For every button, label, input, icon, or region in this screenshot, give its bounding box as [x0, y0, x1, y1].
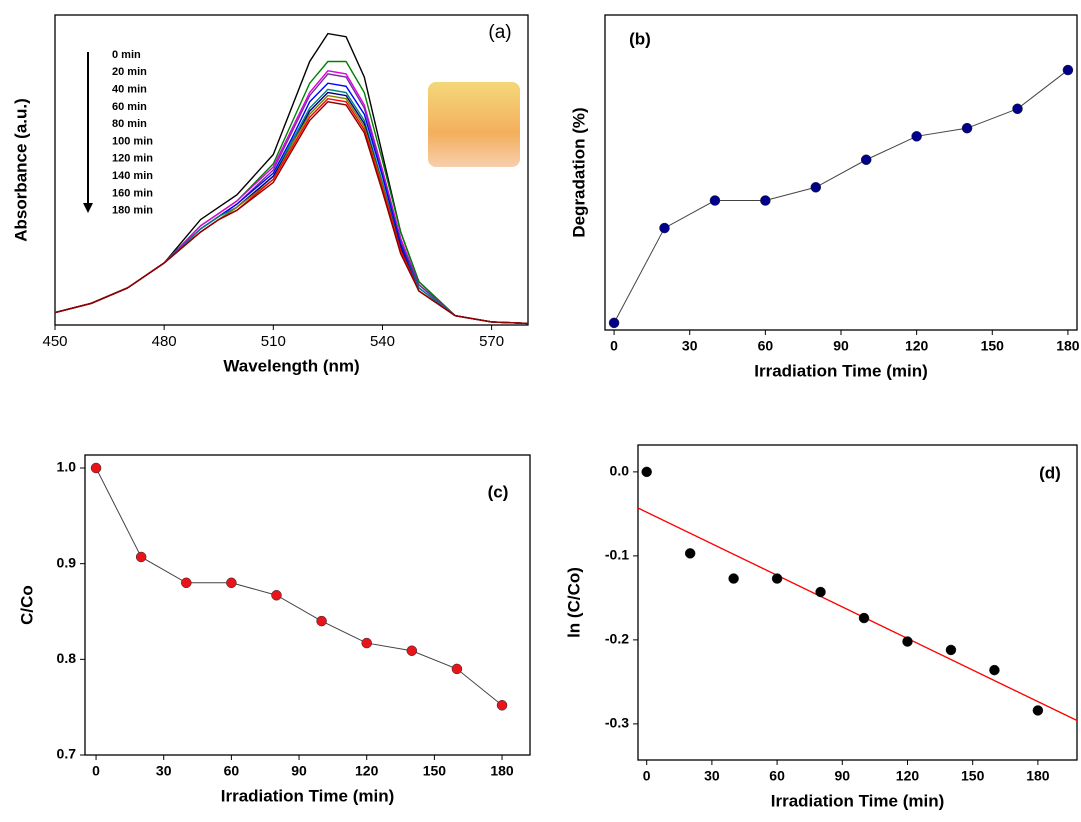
y-axis-title: ln (C/Co) [564, 567, 583, 638]
x-tick-label: 120 [905, 338, 929, 354]
data-point [316, 615, 327, 627]
beaker-photo [428, 82, 520, 167]
data-point [760, 195, 771, 206]
y-tick-label: -0.2 [605, 631, 629, 647]
x-tick-label: 30 [704, 768, 720, 784]
data-point [989, 664, 1000, 676]
x-tick-label: 90 [291, 763, 307, 779]
plot-frame [54, 14, 529, 326]
x-tick-label: 0 [643, 768, 651, 784]
x-axis-title: Irradiation Time (min) [221, 786, 395, 805]
x-axis-title: Irradiation Time (min) [754, 361, 928, 380]
x-tick-label: 570 [479, 333, 504, 350]
x-tick-label: 30 [156, 763, 172, 779]
plot-frame [637, 444, 1078, 761]
x-tick-label: 180 [1026, 768, 1050, 784]
x-tick-label: 30 [682, 338, 698, 354]
x-tick-label: 120 [896, 768, 920, 784]
data-point [810, 182, 822, 193]
x-tick-label: 180 [490, 763, 514, 779]
data-point [271, 589, 282, 601]
data-point [684, 548, 696, 559]
x-tick-label: 540 [370, 333, 395, 350]
connector-line [613, 69, 1069, 324]
panel-label: (b) [629, 29, 651, 48]
legend-label: 0 min [112, 49, 141, 61]
data-point [659, 222, 670, 234]
y-axis-title: Absorbance (a.u.) [11, 98, 30, 242]
data-point [135, 551, 147, 563]
data-point [815, 586, 826, 598]
y-tick-label: -0.3 [605, 715, 629, 731]
data-point [858, 612, 870, 624]
connector-line [95, 467, 503, 706]
legend-label: 100 min [112, 135, 153, 147]
legend-arrowhead [83, 203, 93, 213]
y-tick-label: 0.9 [57, 554, 77, 570]
data-point [728, 573, 739, 584]
data-point [451, 663, 463, 675]
x-tick-label: 150 [981, 338, 1005, 354]
x-tick-label: 60 [758, 338, 774, 354]
y-axis-title: Degradation (%) [569, 107, 588, 237]
legend-label: 20 min [112, 66, 147, 78]
panel-label: (c) [488, 482, 509, 501]
data-point [911, 131, 922, 142]
panel-label: (a) [488, 22, 511, 43]
data-point [641, 466, 652, 478]
spectrum-line [54, 101, 529, 325]
x-axis-title: Wavelength (nm) [223, 356, 359, 375]
y-axis-title: C/Co [17, 585, 36, 625]
legend-label: 40 min [112, 84, 147, 96]
plot-frame [84, 454, 531, 756]
x-tick-label: 0 [610, 338, 618, 354]
data-point [608, 317, 620, 329]
plot-frame [604, 14, 1078, 331]
x-tick-label: 90 [834, 768, 850, 784]
legend-label: 60 min [112, 101, 147, 113]
data-point [496, 700, 508, 711]
x-tick-label: 120 [355, 763, 379, 779]
data-point [1032, 705, 1044, 716]
x-tick-label: 60 [769, 768, 785, 784]
y-tick-label: 0.7 [57, 746, 77, 762]
legend-label: 160 min [112, 187, 153, 199]
data-point [181, 577, 192, 589]
x-tick-label: 150 [961, 768, 985, 784]
x-tick-label: 180 [1056, 338, 1080, 354]
data-point [709, 195, 721, 206]
data-point [771, 573, 783, 584]
data-point [902, 636, 913, 647]
fit-line [637, 507, 1078, 722]
legend-label: 80 min [112, 118, 147, 130]
legend-label: 180 min [112, 205, 153, 217]
x-tick-label: 480 [152, 333, 177, 350]
x-tick-label: 90 [833, 338, 849, 354]
x-tick-label: 150 [423, 763, 447, 779]
x-tick-label: 60 [224, 763, 240, 779]
y-tick-label: -0.1 [605, 547, 629, 563]
legend-label: 140 min [112, 170, 153, 182]
panel-label: (d) [1039, 463, 1061, 482]
x-axis-title: Irradiation Time (min) [771, 791, 945, 810]
data-point [961, 122, 973, 134]
data-point [90, 462, 102, 474]
x-tick-label: 450 [42, 333, 67, 350]
data-point [406, 645, 418, 656]
data-point [860, 154, 872, 166]
data-point [1012, 103, 1023, 115]
data-point [945, 644, 957, 656]
x-tick-label: 510 [261, 333, 286, 350]
y-tick-label: 1.0 [57, 459, 77, 475]
y-tick-label: 0.8 [57, 650, 77, 666]
legend-label: 120 min [112, 153, 153, 165]
data-point [1062, 64, 1074, 76]
data-point [361, 637, 372, 649]
y-tick-label: 0.0 [610, 463, 630, 479]
x-tick-label: 0 [92, 763, 100, 779]
data-point [226, 577, 237, 589]
